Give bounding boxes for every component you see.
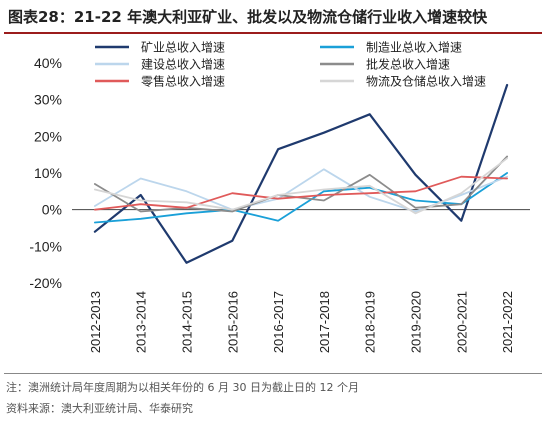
x-tick-label: 2014-2015 bbox=[180, 291, 195, 353]
source-note: 资料来源：澳大利亚统计局、华泰研究 bbox=[6, 402, 193, 415]
x-tick-label: 2018-2019 bbox=[363, 291, 378, 353]
x-tick-label: 2015-2016 bbox=[225, 291, 240, 353]
legend-item: 建设总收入增速 bbox=[95, 58, 225, 72]
x-tick-label: 2012-2013 bbox=[88, 291, 103, 353]
legend-label: 物流及仓储总收入增速 bbox=[366, 74, 486, 89]
x-tick-label: 2020-2021 bbox=[454, 291, 469, 353]
footer-divider bbox=[4, 373, 542, 374]
series-line bbox=[94, 157, 509, 215]
footnote: 注：澳洲统计局年度周期为以相关年份的 6 月 30 日为截止日的 12 个月 bbox=[6, 381, 359, 394]
legend-item: 物流及仓储总收入增速 bbox=[320, 74, 486, 89]
x-tick-label: 2016-2017 bbox=[271, 291, 286, 353]
x-tick-label: 2021-2022 bbox=[500, 291, 515, 353]
legend-label: 建设总收入增速 bbox=[141, 58, 225, 72]
legend-label: 矿业总收入增速 bbox=[141, 41, 225, 55]
legend-item: 矿业总收入增速 bbox=[95, 41, 225, 55]
y-tick-label: 40% bbox=[34, 55, 62, 71]
x-tick-label: 2019-2020 bbox=[409, 291, 424, 353]
x-tick-label: 2013-2014 bbox=[134, 291, 149, 353]
legend-label: 零售总收入增速 bbox=[141, 74, 225, 89]
y-tick-label: -20% bbox=[29, 275, 62, 291]
legend-label: 制造业总收入增速 bbox=[366, 41, 462, 55]
series-line bbox=[93, 83, 509, 264]
y-tick-label: 0% bbox=[42, 202, 62, 218]
legend-item: 制造业总收入增速 bbox=[320, 41, 462, 55]
series-line bbox=[94, 175, 509, 211]
legend-label: 批发总收入增速 bbox=[366, 57, 450, 72]
y-tick-label: 20% bbox=[34, 128, 62, 144]
y-axis-ticks: -20% -10% 0% 10% 20% 30% 40% bbox=[29, 55, 62, 291]
y-tick-label: 30% bbox=[34, 92, 62, 108]
legend-item: 零售总收入增速 bbox=[95, 74, 225, 89]
title-divider bbox=[4, 32, 542, 34]
y-tick-label: 10% bbox=[34, 165, 62, 181]
legend-item: 批发总收入增速 bbox=[320, 57, 450, 72]
y-tick-label: -10% bbox=[29, 238, 62, 254]
x-axis-ticks: 2012-2013 2013-2014 2014-2015 2015-2016 2016… bbox=[88, 291, 515, 353]
series-lines bbox=[93, 83, 509, 264]
chart-title: 图表28：21-22 年澳大利亚矿业、批发以及物流仓储行业收入增速较快 bbox=[8, 8, 488, 26]
x-tick-label: 2017-2018 bbox=[317, 291, 332, 353]
